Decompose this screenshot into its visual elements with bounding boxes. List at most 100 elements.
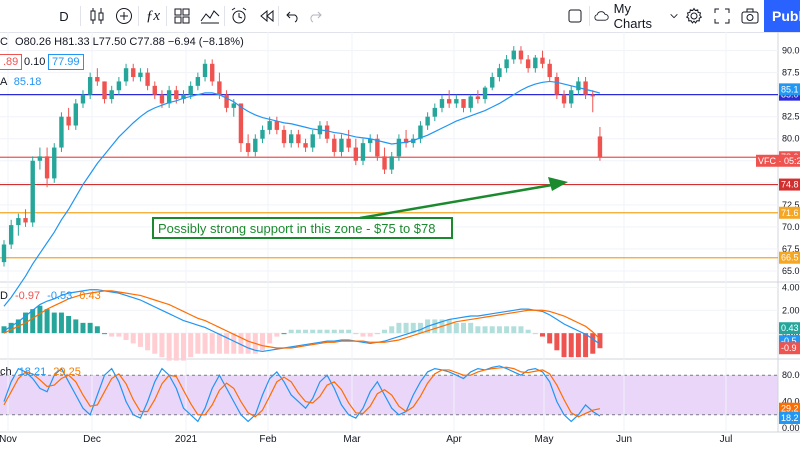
macd-histogram-bar [525,329,531,334]
rewind-icon [260,9,274,23]
undo-button[interactable] [282,0,304,32]
macd-histogram-bar [489,326,495,334]
interval-button[interactable]: D [50,0,78,32]
macd-histogram-bar [102,333,108,335]
candle-body [439,99,445,108]
time-tick-label: Nov [0,434,17,445]
annotation-box [152,217,453,239]
macd-histogram-bar [590,333,596,354]
chart-type-button[interactable] [84,0,110,32]
alarm-clock-icon [231,7,247,24]
macd-histogram-bar [231,333,237,354]
macd-histogram-bar [1,326,7,334]
candle-body [159,94,165,104]
candle-body [166,90,172,104]
macd-legend: D -0.97 -0.53 0.43 [0,290,101,302]
stoch-band [0,375,778,415]
publish-button[interactable]: Publi [764,0,800,32]
candle-body [540,57,545,64]
candle-body [8,225,14,245]
stoch-legend: ch 18.21 29.25 [0,366,81,378]
macd-histogram-bar [360,333,366,337]
macd-histogram-bar [281,333,287,335]
alert-button[interactable] [228,0,250,32]
macd-histogram-bar [173,333,179,361]
replay-button[interactable] [256,0,278,32]
macd-histogram-bar [518,326,524,334]
sell-price-box[interactable]: .89 [0,54,23,70]
ma-tag-label: 85.1 [781,84,799,94]
candle-body [482,87,488,100]
candle-body [59,116,64,148]
settings-button[interactable] [682,0,706,32]
candle-body [274,121,280,130]
candle-body [260,129,265,139]
top-toolbar: D ƒx [0,0,800,33]
macd-histogram-bar [417,322,423,334]
my-charts-button[interactable]: My Charts [593,0,679,32]
macd-histogram-bar [245,333,251,354]
macd-histogram-bar [346,329,352,334]
moving-average-line [3,80,601,307]
macd-tag [779,322,800,335]
macd-histogram-bar [51,312,57,334]
indicators-button[interactable]: ƒx [142,0,164,32]
level-tag-label: 71.6 [781,208,799,218]
level-tag-label: 66.5 [781,253,799,263]
candle-body [217,81,222,95]
price-tick-label: 87.5 [782,68,800,78]
macd-histogram-bar [496,326,502,334]
candle-body [389,156,394,170]
macd-histogram-bar [274,333,280,337]
macd-histogram-bar [353,333,359,335]
candle-body [403,138,409,144]
candle-body [80,94,86,104]
candle-body [303,143,308,148]
ma-value: 85.18 [13,76,42,88]
candles-icon [90,8,104,24]
candle-body [418,125,423,139]
financials-button[interactable] [198,0,222,32]
candle-body [109,90,114,100]
price-tick-label: 72.5 [782,200,800,210]
buy-price-box[interactable]: 77.99 [48,54,84,70]
candle-body [533,57,538,69]
macd-label: D [0,290,8,302]
macd-histogram-bar [475,326,481,334]
macd-tag [779,342,800,355]
toolbar-divider [589,6,590,26]
candle-body [174,90,179,100]
fullscreen-button[interactable] [710,0,734,32]
macd-histogram-bar [238,333,244,354]
price-tick-label: 82.5 [782,112,800,122]
snapshot-button[interactable] [738,0,762,32]
macd-histogram-bar [259,333,265,351]
chart-line-icon [200,10,220,24]
redo-button[interactable] [304,0,326,32]
candle-body [583,81,588,95]
macd-histogram-bar [532,333,538,335]
candle-body [1,244,7,263]
camera-icon [741,8,759,24]
candle-body [332,138,337,152]
candle-body [281,129,287,144]
macd-histogram-bar [382,329,388,334]
macd-histogram-bar [432,319,438,334]
macd-histogram-bar [94,326,100,334]
layout-button[interactable] [564,0,586,32]
candle-body [468,96,473,108]
candle-body [360,143,366,161]
macd-histogram-bar [374,333,380,335]
templates-button[interactable] [170,0,194,32]
candle-body [95,77,100,82]
price-chart[interactable]: NovDec2021FebMarAprMayJunJul90.087.585.0… [0,32,800,450]
candle-body [253,138,258,152]
publish-label: Publi [772,8,800,24]
macd-histogram-bar [37,305,43,334]
candle-body [475,96,481,100]
candle-body [195,77,201,86]
compare-symbol-button[interactable] [112,0,136,32]
undo-icon [286,11,298,23]
stoch-tag [779,402,800,415]
candle-body [454,99,459,104]
